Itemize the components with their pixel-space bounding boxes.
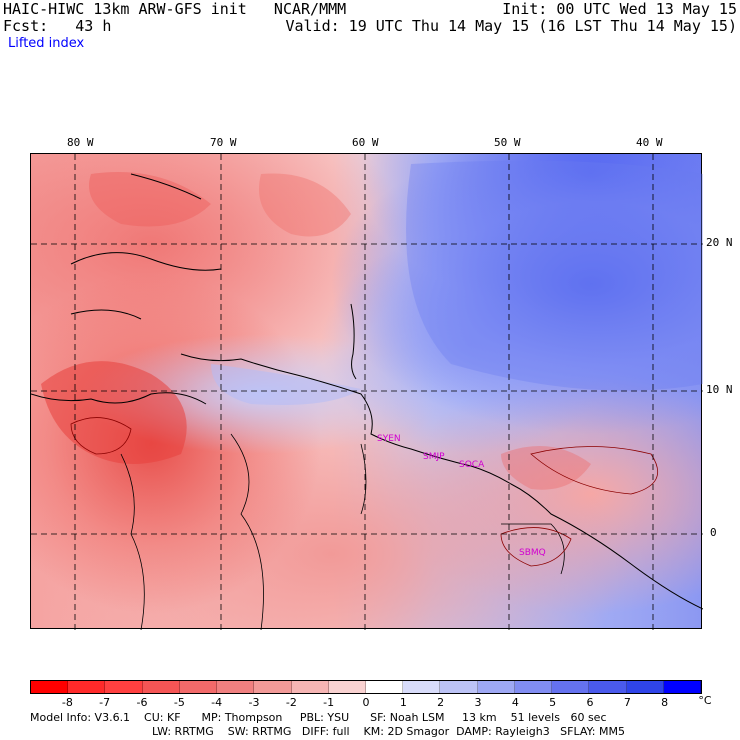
coastline bbox=[130, 173, 202, 200]
country-border bbox=[360, 443, 367, 515]
station-sbmq: SBMQ bbox=[519, 548, 546, 558]
colorbar-tick-label: 6 bbox=[586, 696, 594, 709]
colorbar-swatch bbox=[68, 681, 106, 693]
colorbar-tick-label: 7 bbox=[623, 696, 631, 709]
footer-line-1: Model Info: V3.6.1 CU: KF MP: Thompson P… bbox=[30, 711, 607, 724]
lon-label-60w: 60 W bbox=[352, 136, 379, 149]
contour-line bbox=[530, 446, 659, 495]
colorbar-swatch bbox=[440, 681, 478, 693]
valid-time: Valid: 19 UTC Thu 14 May 15 (16 LST Thu … bbox=[285, 17, 737, 35]
stable-region bbox=[211, 364, 361, 405]
colorbar-tick-label: 0 bbox=[362, 696, 370, 709]
colorbar-tick-label: 5 bbox=[549, 696, 557, 709]
colorbar-tick-label: -3 bbox=[248, 696, 260, 709]
lon-label-40w: 40 W bbox=[636, 136, 663, 149]
colorbar-swatch bbox=[254, 681, 292, 693]
colorbar-tick-label: -8 bbox=[61, 696, 73, 709]
lat-label-10n: 10 N bbox=[706, 383, 733, 396]
convective-region bbox=[89, 172, 211, 227]
graticule bbox=[31, 154, 703, 630]
colorbar-swatch bbox=[589, 681, 627, 693]
colorbar-swatch bbox=[552, 681, 590, 693]
map-overlay bbox=[31, 154, 703, 630]
coastline bbox=[31, 392, 207, 405]
colorbar-tick-label: -7 bbox=[99, 696, 111, 709]
stable-region bbox=[406, 160, 703, 391]
lifted-index-map: SYEN SMJP SOCA SBMQ bbox=[30, 153, 703, 630]
colorbar-swatch bbox=[477, 681, 515, 693]
coastline bbox=[70, 252, 222, 271]
colorbar-swatch bbox=[514, 681, 553, 693]
field-name: Lifted index bbox=[8, 36, 85, 51]
colorbar-swatch bbox=[217, 681, 255, 693]
colorbar-swatch bbox=[663, 681, 701, 693]
colorbar-swatch bbox=[365, 681, 404, 693]
station-syen: SYEN bbox=[377, 434, 401, 444]
colorbar-tick-label: 3 bbox=[474, 696, 482, 709]
contour-line bbox=[500, 527, 572, 567]
footer-line-2: LW: RRTMG SW: RRTMG DIFF: full KM: 2D Sm… bbox=[152, 725, 625, 738]
colorbar-swatch bbox=[291, 681, 329, 693]
init-time: Init: 00 UTC Wed 13 May 15 bbox=[502, 0, 737, 18]
colorbar-swatch bbox=[105, 681, 143, 693]
colorbar bbox=[30, 680, 702, 694]
model-title: HAIC-HIWC 13km ARW-GFS init NCAR/MMM bbox=[3, 0, 347, 18]
colorbar-tick-label: 2 bbox=[437, 696, 445, 709]
station-smjp: SMJP bbox=[423, 452, 445, 462]
country-border bbox=[501, 523, 565, 575]
country-border bbox=[230, 433, 264, 630]
colorbar-swatch bbox=[142, 681, 180, 693]
convective-region bbox=[501, 446, 591, 490]
colorbar-tick-label: -5 bbox=[173, 696, 185, 709]
lon-label-80w: 80 W bbox=[67, 136, 94, 149]
lat-label-0: 0 bbox=[710, 526, 717, 539]
colorbar-unit: °C bbox=[698, 694, 712, 707]
contour-line bbox=[70, 417, 132, 455]
lat-label-20n: 20 N bbox=[706, 236, 733, 249]
convective-region bbox=[259, 173, 351, 237]
lon-label-50w: 50 W bbox=[494, 136, 521, 149]
colorbar-tick-label: 8 bbox=[661, 696, 669, 709]
station-soca: SOCA bbox=[459, 460, 485, 470]
lon-label-70w: 70 W bbox=[210, 136, 237, 149]
colorbar-swatch bbox=[403, 681, 441, 693]
coastline bbox=[70, 309, 142, 320]
convective-region bbox=[41, 361, 187, 464]
colorbar-tick-label: 1 bbox=[399, 696, 407, 709]
island-chain bbox=[350, 303, 357, 380]
colorbar-tick-label: -6 bbox=[136, 696, 148, 709]
colorbar-swatch bbox=[31, 681, 69, 693]
colorbar-tick-label: -4 bbox=[211, 696, 223, 709]
forecast-hour: Fcst: 43 h bbox=[3, 17, 112, 35]
colorbar-tick-label: -1 bbox=[323, 696, 335, 709]
colorbar-swatch bbox=[179, 681, 218, 693]
coastline bbox=[180, 353, 703, 610]
colorbar-tick-label: 4 bbox=[511, 696, 519, 709]
country-border bbox=[120, 453, 145, 630]
colorbar-swatch bbox=[328, 681, 366, 693]
colorbar-swatch bbox=[626, 681, 664, 693]
colorbar-tick-label: -2 bbox=[285, 696, 297, 709]
